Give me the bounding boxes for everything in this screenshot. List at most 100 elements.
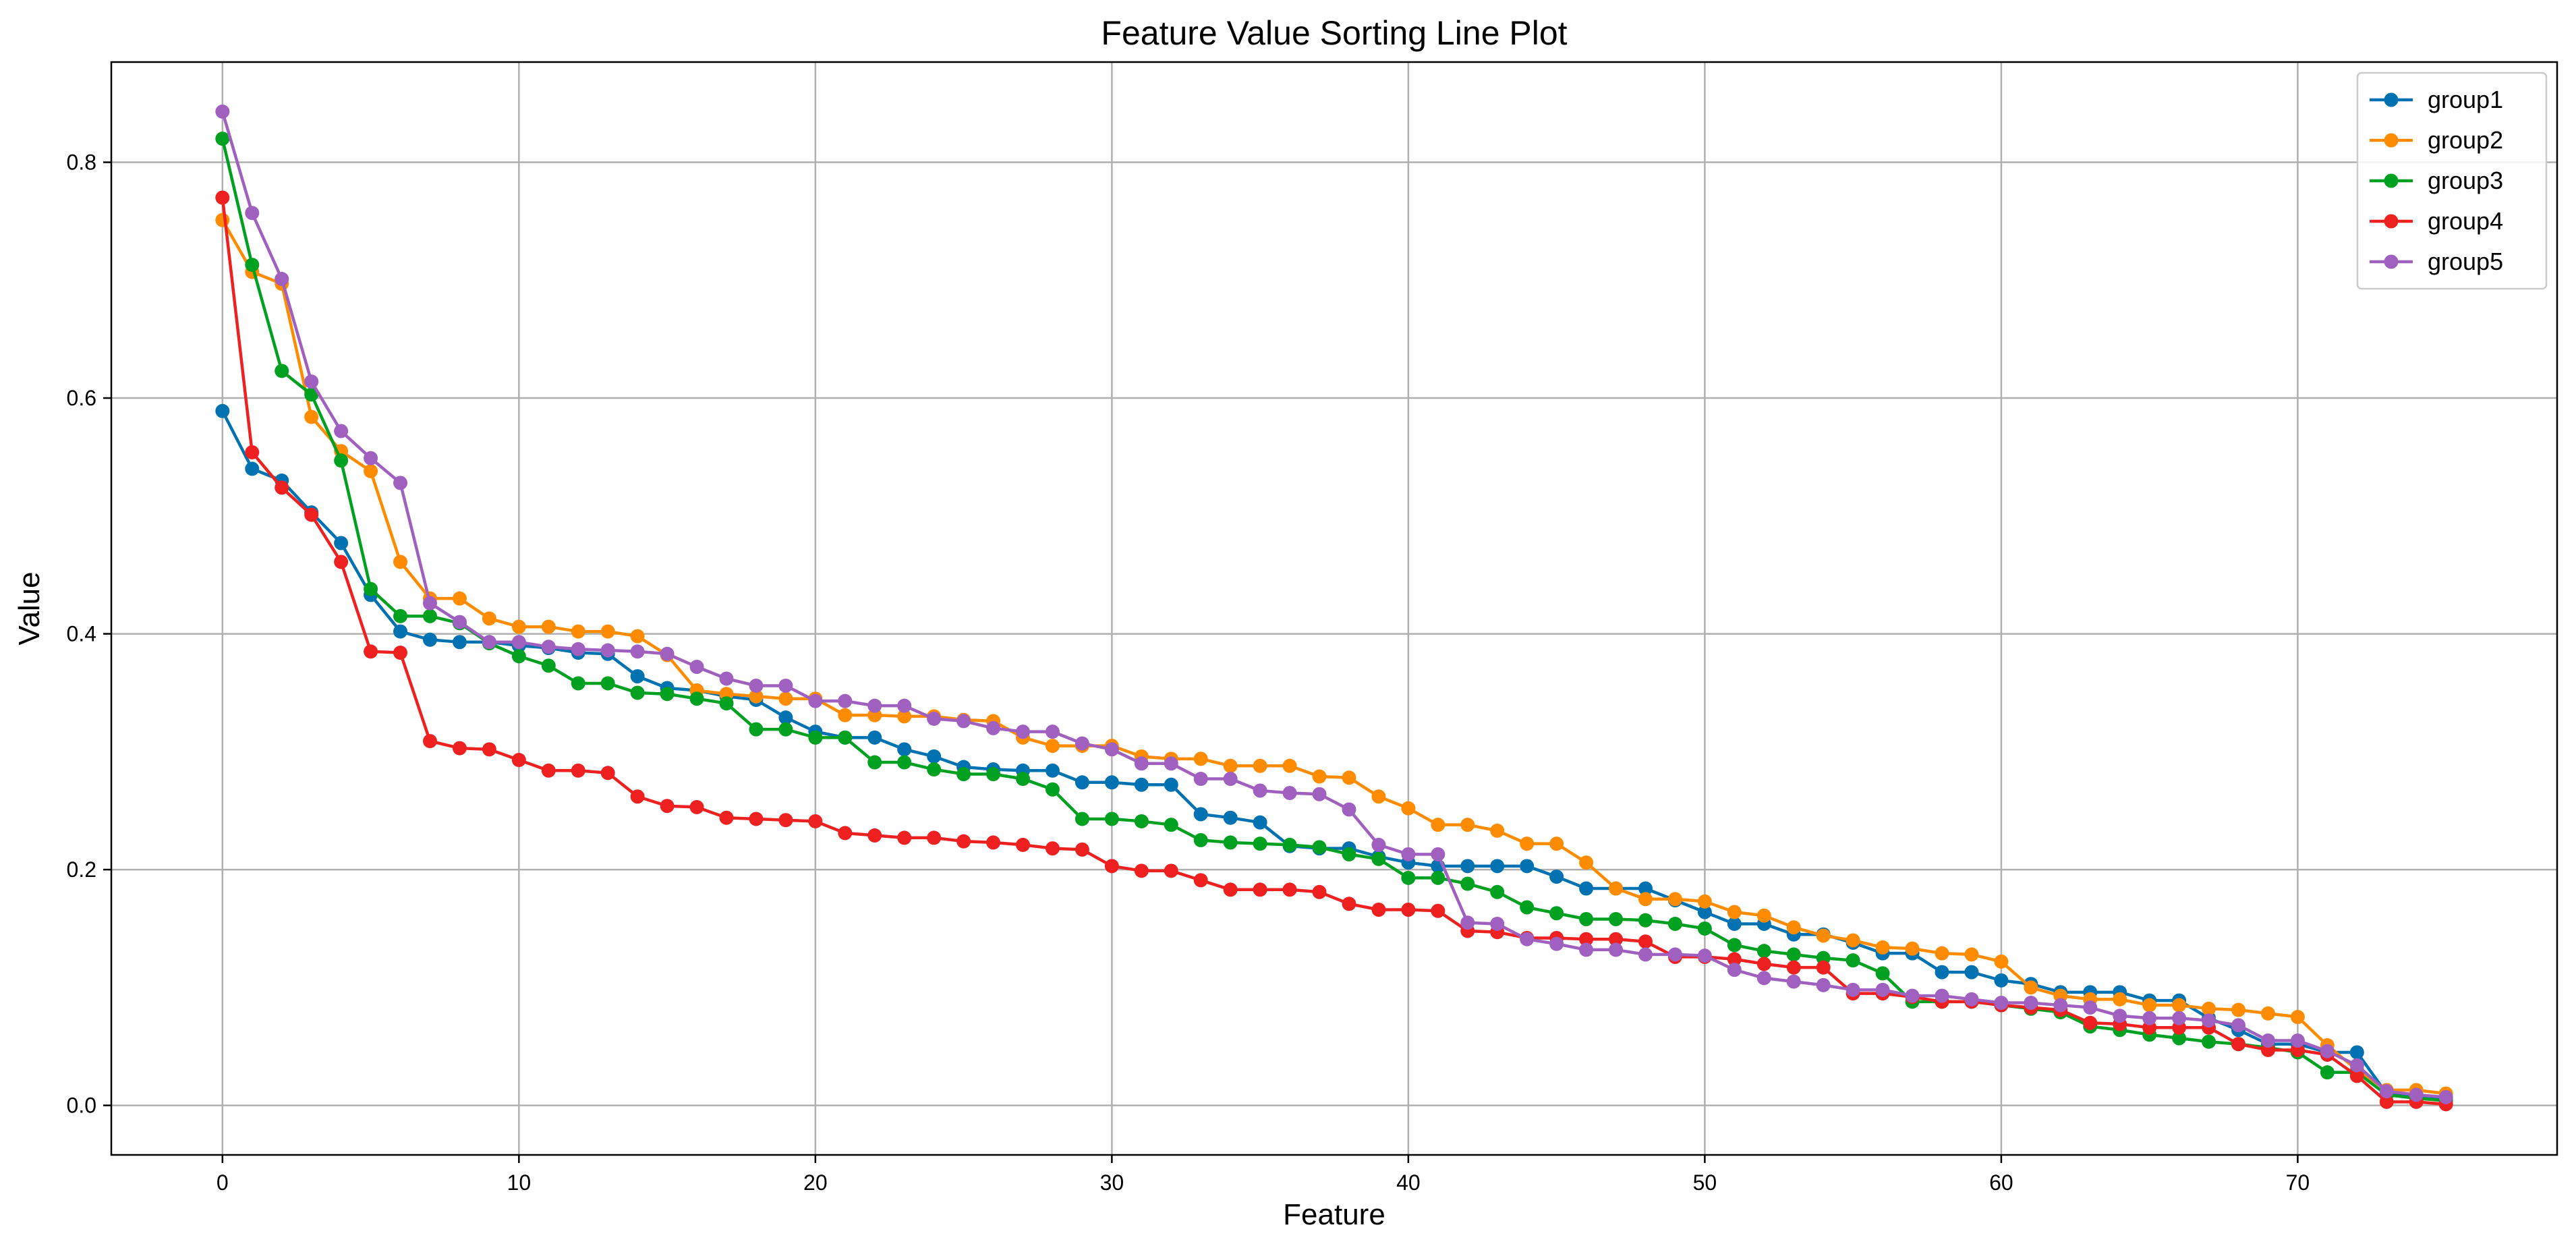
data-point-group4 [541,763,556,778]
data-point-group3 [1104,812,1119,826]
data-point-group5 [838,693,853,708]
data-point-group3 [2172,1031,2187,1046]
data-point-group4 [897,830,912,845]
data-point-group3 [1253,836,1267,851]
data-point-group5 [2260,1033,2275,1048]
data-point-group5 [1490,916,1505,931]
series-line-group5 [221,111,2446,1099]
data-point-group2 [1342,770,1356,785]
x-tick-label: 30 [1100,1170,1124,1195]
y-tick-label: 0.2 [67,857,96,882]
data-point-group1 [422,632,437,647]
data-point-group3 [808,730,823,745]
data-point-group4 [364,644,378,659]
data-point-group2 [571,624,585,639]
data-point-group5 [1697,948,1712,963]
data-point-group3 [1520,900,1535,915]
data-point-group2 [1935,946,1949,961]
data-point-group3 [245,258,260,273]
data-point-group4 [1193,873,1208,888]
data-point-group5 [1312,787,1327,801]
data-point-group3 [1609,911,1624,926]
y-tick-label: 0.6 [67,386,96,410]
data-point-group2 [838,708,853,722]
legend-swatch-marker [2384,254,2399,269]
chart-title: Feature Value Sorting Line Plot [1101,14,1567,52]
data-point-group1 [452,635,467,650]
data-point-group2 [1756,908,1771,923]
data-point-group3 [541,658,556,673]
x-tick-label: 40 [1396,1170,1421,1195]
data-point-group2 [1549,836,1564,851]
data-point-group5 [1638,947,1653,962]
y-axis-label: Value [13,571,46,645]
data-point-group5 [2172,1011,2187,1025]
data-point-group2 [215,212,230,227]
x-tick-label: 20 [803,1170,828,1195]
data-point-group4 [956,834,971,849]
data-point-group2 [1460,818,1475,832]
data-point-group4 [215,190,230,205]
y-tick-label: 0.8 [67,150,96,175]
data-point-group3 [1134,814,1149,828]
data-point-group1 [334,536,349,550]
data-point-group5 [304,374,319,389]
data-point-group5 [867,698,882,713]
data-point-group2 [1667,892,1682,907]
data-point-group5 [1727,963,1742,977]
data-point-group4 [1223,882,1238,897]
data-point-group4 [1638,934,1653,949]
data-point-group2 [2290,1010,2305,1025]
data-point-group2 [2202,1001,2216,1016]
legend-label: group3 [2428,167,2503,194]
data-point-group4 [1134,863,1149,878]
series-layer [215,104,2453,1112]
data-point-group5 [275,272,289,287]
x-tick-label: 10 [507,1170,532,1195]
data-point-group5 [660,646,675,661]
data-point-group4 [275,480,289,495]
data-point-group1 [1964,965,1979,980]
data-point-group3 [334,453,349,468]
legend-item-group3: group3 [2370,167,2503,194]
data-point-group5 [1786,974,1801,989]
data-point-group2 [541,619,556,634]
data-point-group4 [1431,903,1446,918]
data-point-group3 [275,364,289,378]
data-point-group2 [749,689,764,704]
data-point-group2 [2024,980,2038,995]
data-point-group3 [838,730,853,745]
data-point-group5 [1460,915,1475,930]
legend-swatch-marker [2384,92,2399,107]
data-point-group2 [1431,818,1446,832]
y-tick-label: 0.4 [67,622,96,646]
data-point-group5 [1845,982,1860,997]
data-point-group4 [808,814,823,828]
data-point-group5 [1016,725,1031,739]
data-point-group3 [1845,953,1860,968]
legend-label: group1 [2428,86,2503,113]
data-point-group2 [1401,801,1416,816]
x-axis-label: Feature [1283,1198,1385,1231]
data-point-group2 [1520,836,1535,851]
data-point-group4 [1579,932,1594,946]
data-point-group1 [1520,859,1535,874]
data-point-group3 [600,676,615,691]
data-point-group3 [1193,832,1208,847]
data-point-group2 [600,624,615,639]
data-point-group3 [1490,884,1505,899]
data-point-group2 [630,629,645,644]
data-point-group4 [600,766,615,781]
legend-swatch-marker [2384,133,2399,148]
data-point-group5 [364,451,378,465]
data-point-group5 [808,693,823,708]
data-point-group3 [1579,911,1594,926]
data-point-group1 [1075,775,1089,790]
data-point-group2 [1223,758,1238,773]
data-point-group2 [452,591,467,606]
data-point-group5 [1164,756,1178,771]
data-point-group1 [1460,859,1475,874]
data-point-group4 [630,789,645,804]
data-point-group5 [1045,725,1060,739]
